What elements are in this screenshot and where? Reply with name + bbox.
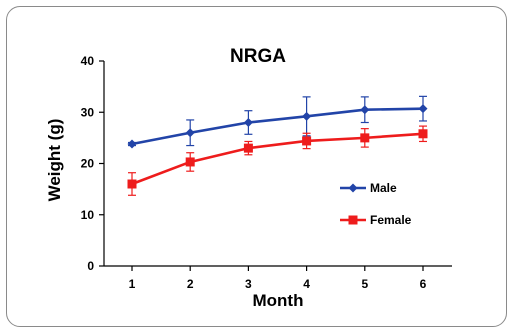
x-axis-label: Month (253, 291, 304, 310)
x-tick-label: 2 (187, 277, 194, 291)
data-point (243, 143, 253, 153)
data-point (127, 179, 137, 189)
x-tick-label: 4 (303, 277, 310, 291)
series-layer (127, 95, 428, 196)
y-tick-label: 30 (81, 105, 95, 119)
x-ticks: 1 2 3 4 5 6 (129, 266, 427, 291)
x-tick-label: 5 (361, 277, 368, 291)
y-ticks: 0 10 20 30 40 (81, 54, 104, 273)
data-point (302, 111, 312, 121)
legend: Male Female (340, 181, 412, 227)
series-line (131, 132, 424, 186)
y-tick-label: 0 (87, 259, 94, 273)
data-point (185, 157, 195, 167)
series-male (127, 95, 428, 149)
data-point (360, 133, 370, 143)
x-tick-label: 1 (129, 277, 136, 291)
data-point (360, 105, 370, 115)
data-point (418, 129, 428, 139)
chart-frame (6, 6, 507, 327)
y-tick-label: 40 (81, 54, 95, 68)
data-point (348, 183, 358, 193)
x-tick-label: 6 (420, 277, 427, 291)
legend-item-female: Female (340, 213, 412, 227)
data-point (348, 215, 358, 225)
data-point (243, 118, 253, 127)
y-axis-label: Weight (g) (45, 119, 64, 202)
y-tick-label: 20 (81, 157, 95, 171)
data-point (418, 104, 428, 114)
legend-label: Male (370, 181, 397, 195)
legend-item-male: Male (340, 181, 397, 195)
series-female (127, 125, 428, 196)
data-point (127, 139, 137, 149)
chart-title: NRGA (230, 46, 286, 67)
data-point (185, 128, 195, 138)
legend-label: Female (370, 213, 412, 227)
data-point (302, 136, 312, 146)
y-tick-label: 10 (81, 208, 95, 222)
series-line (131, 107, 424, 146)
x-tick-label: 3 (245, 277, 252, 291)
